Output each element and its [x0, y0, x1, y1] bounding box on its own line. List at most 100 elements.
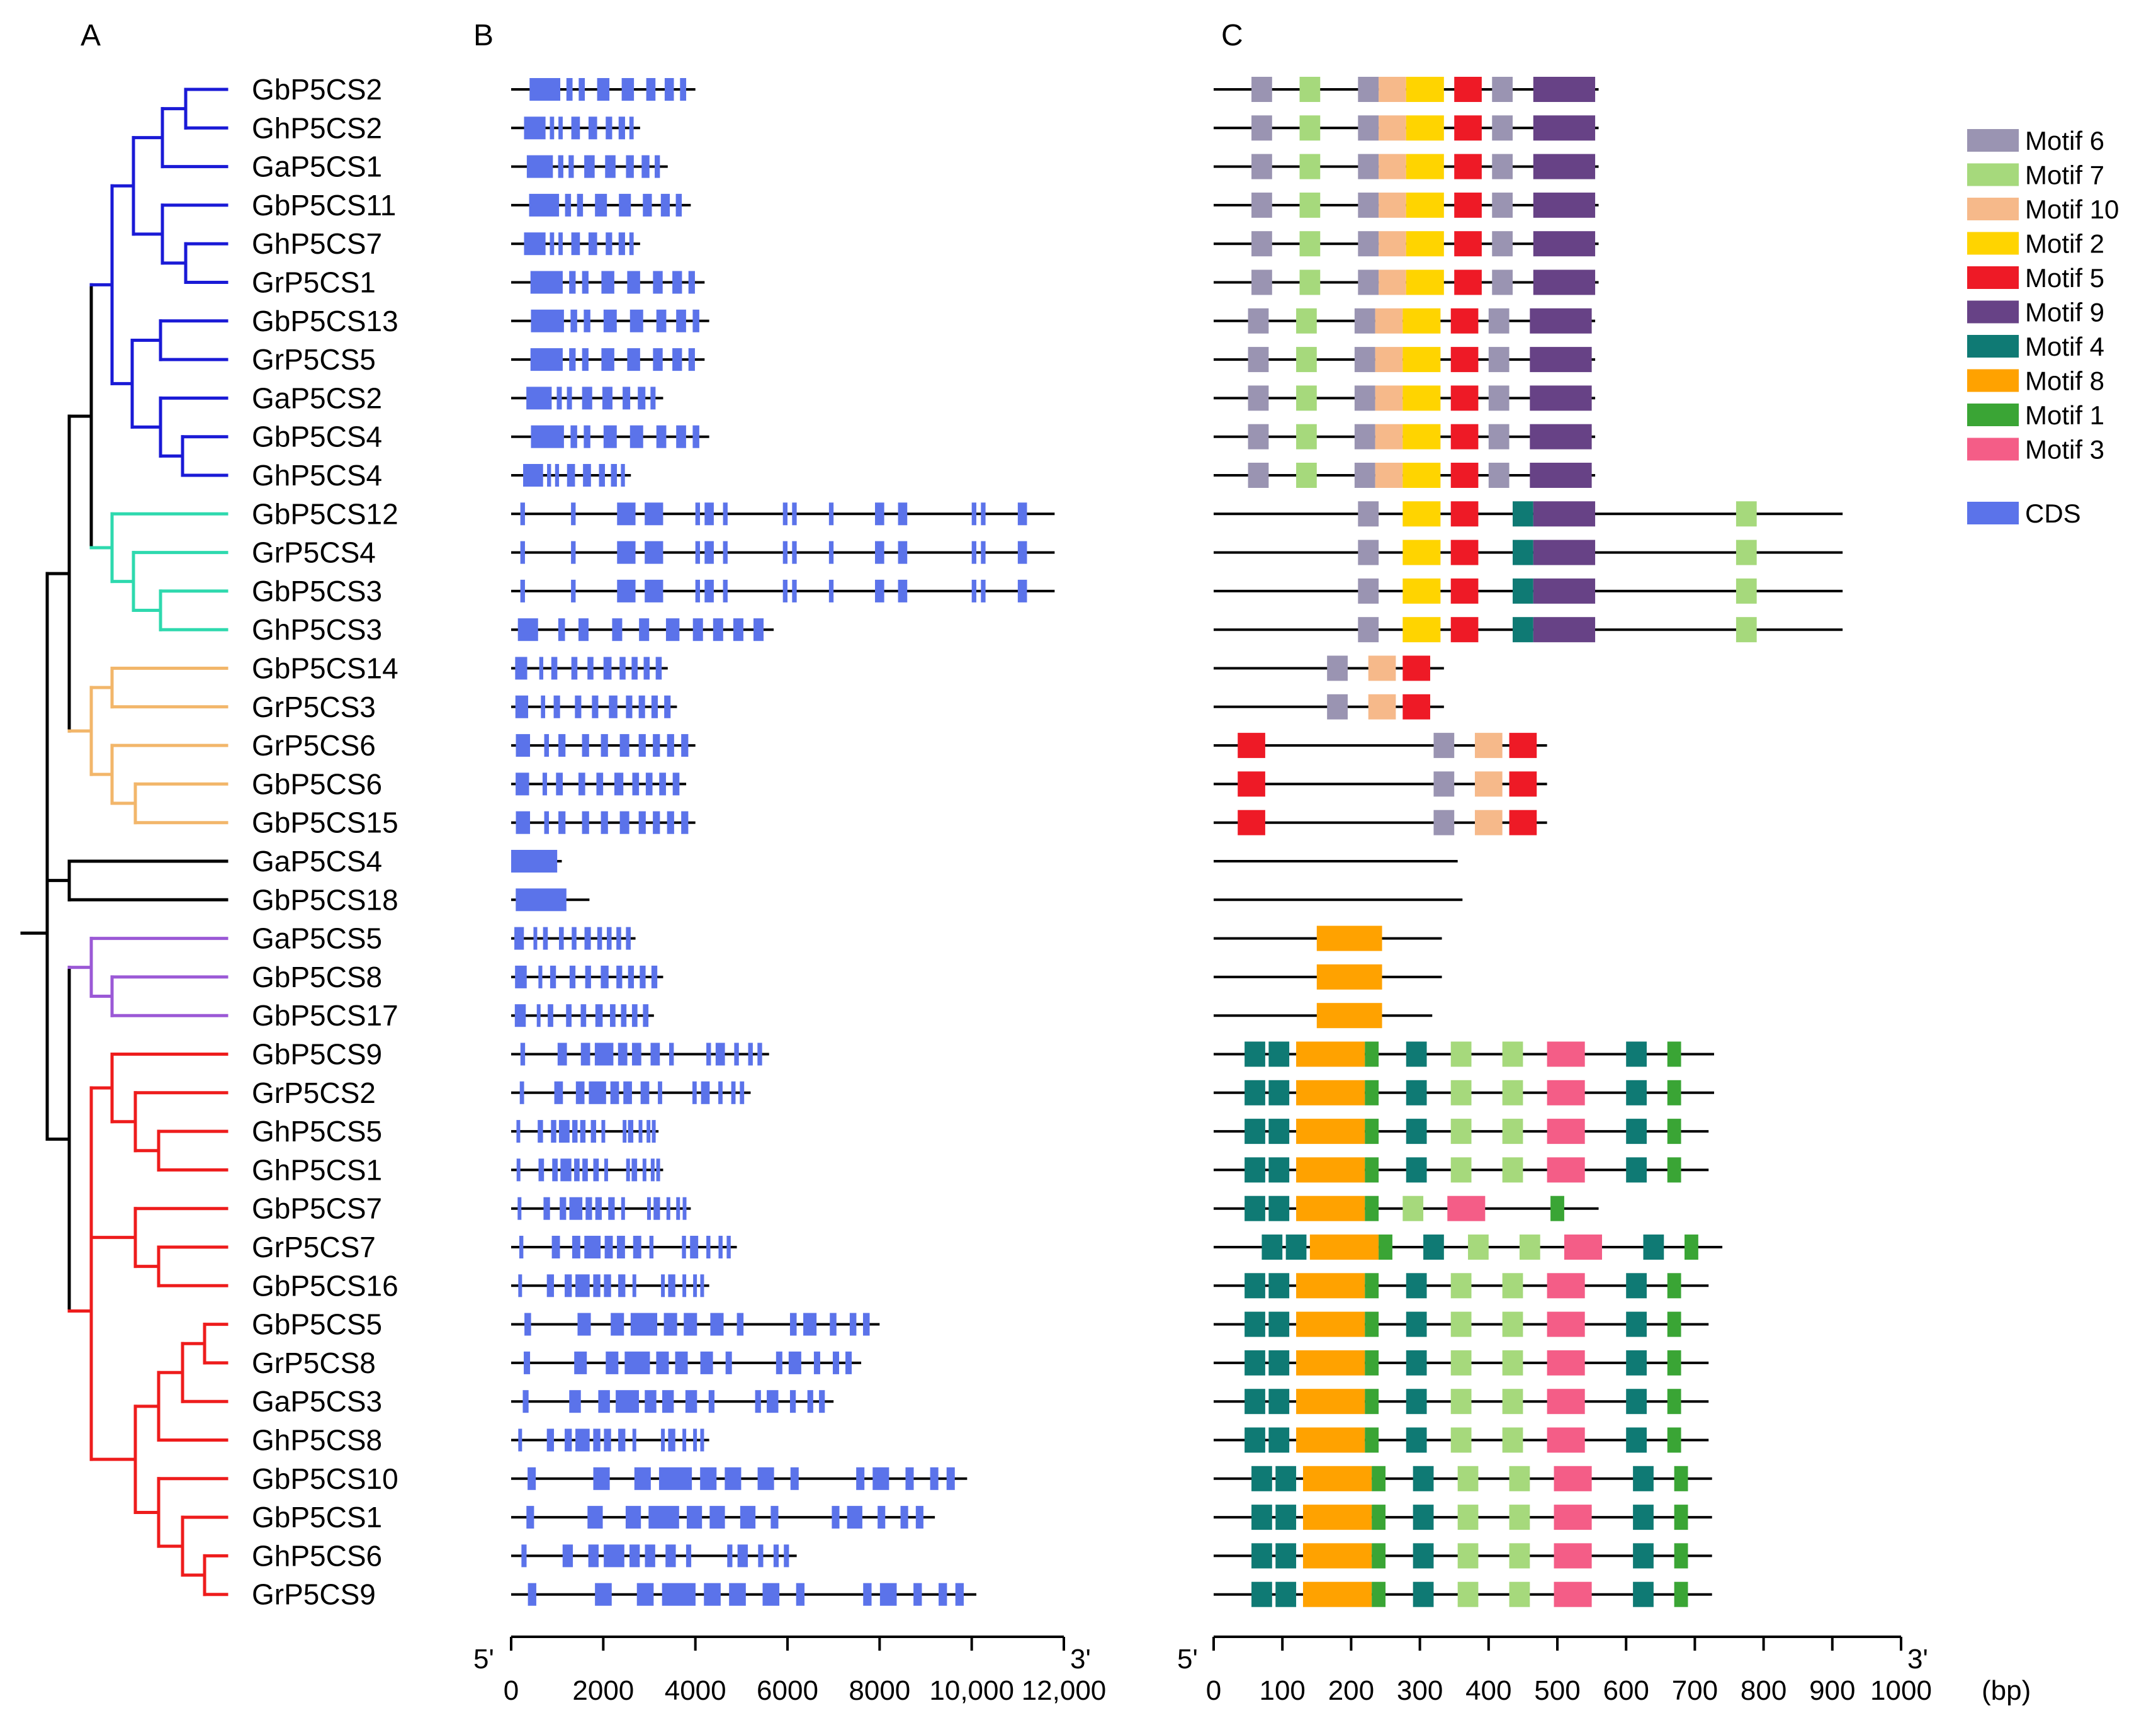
- cds-exon: [725, 1351, 732, 1374]
- cds-exon: [757, 1043, 762, 1066]
- cds-exon: [558, 155, 563, 178]
- cds-exon: [685, 1390, 697, 1413]
- motif-4-box: [1244, 1350, 1265, 1376]
- cds-exon: [582, 387, 592, 410]
- legend-swatch-8: [1967, 369, 2019, 392]
- motif-axis-tick-label: 100: [1259, 1675, 1305, 1706]
- motif-8-box: [1302, 1543, 1372, 1569]
- cds-exon: [643, 1004, 649, 1027]
- motif-4-box: [1626, 1311, 1647, 1337]
- motif-4-box: [1268, 1427, 1290, 1453]
- motif-10-box: [1474, 810, 1503, 835]
- cds-exon: [557, 1043, 567, 1066]
- cds-exon: [608, 1197, 615, 1220]
- cds-exon: [511, 850, 558, 873]
- motif-1-box: [1685, 1235, 1698, 1260]
- motif-9-box: [1530, 463, 1592, 488]
- motif-4-box: [1275, 1543, 1297, 1569]
- cds-exon: [638, 387, 646, 410]
- motif-2-box: [1403, 617, 1441, 643]
- legend-swatch-6: [1967, 129, 2019, 152]
- cds-exon: [729, 1583, 746, 1606]
- cds-exon: [572, 1236, 580, 1258]
- motif-5-box: [1403, 655, 1430, 681]
- cds-exon: [624, 1351, 650, 1374]
- gene-label: GrP5CS8: [252, 1347, 376, 1379]
- motif-2-box: [1406, 269, 1444, 295]
- gene-label: GaP5CS3: [252, 1385, 382, 1418]
- cds-exon: [543, 1197, 550, 1220]
- cds-exon: [847, 1506, 862, 1529]
- motif-8-box: [1296, 1157, 1365, 1183]
- cds-exon: [665, 618, 680, 641]
- motif-7-box: [1457, 1543, 1479, 1569]
- cds-exon: [628, 965, 635, 988]
- cds-exon: [656, 1158, 660, 1182]
- cds-exon: [551, 657, 558, 680]
- gene-labels: GbP5CS2 GhP5CS2 GaP5CS1 GbP5CS11 GhP5CS7 GrP5…: [252, 73, 398, 1611]
- cds-exon: [553, 695, 560, 718]
- motif-8-box: [1309, 1235, 1379, 1260]
- motif-10-box: [1375, 385, 1403, 411]
- motif-1-box: [1372, 1466, 1386, 1491]
- motif-4-box: [1626, 1041, 1647, 1067]
- cds-exon: [695, 579, 700, 602]
- motif-6-box: [1327, 694, 1348, 720]
- cds-exon: [692, 618, 703, 641]
- cds-exon: [570, 309, 577, 332]
- motif-3-box: [1554, 1581, 1592, 1607]
- cds-exon: [767, 1390, 779, 1413]
- cds-exon: [569, 1390, 581, 1413]
- motif-8-box: [1296, 1311, 1365, 1337]
- motif-4-box: [1513, 617, 1533, 643]
- cds-exon: [661, 1428, 665, 1452]
- motif-1-box: [1667, 1041, 1681, 1067]
- cds-exon: [594, 1043, 614, 1066]
- motif-7-box: [1299, 77, 1321, 102]
- cds-exon: [875, 579, 884, 602]
- cds-exon: [704, 579, 714, 602]
- cds-exon: [653, 271, 663, 294]
- cds-exon: [558, 811, 566, 834]
- motif-5-box: [1450, 501, 1479, 527]
- cds-exon: [524, 232, 546, 256]
- cds-exon: [523, 464, 543, 487]
- gene-label: GbP5CS2: [252, 73, 382, 106]
- cds-exon: [645, 502, 663, 526]
- cds-exon: [618, 232, 625, 256]
- cds-exon: [700, 1351, 713, 1374]
- gene-label: GhP5CS8: [252, 1424, 382, 1457]
- motif-2-box: [1406, 192, 1444, 218]
- cds-exon: [604, 1274, 611, 1297]
- motif-4-box: [1244, 1311, 1265, 1337]
- cds-exon: [667, 811, 674, 834]
- motif-4-box: [1244, 1273, 1265, 1299]
- cds-exon: [792, 579, 797, 602]
- cds-exon: [605, 155, 616, 178]
- motif-1-box: [1365, 1041, 1379, 1067]
- motif-3-box: [1547, 1119, 1585, 1144]
- cds-exon: [595, 193, 607, 217]
- cds-exon: [566, 78, 573, 101]
- legend-swatch-5: [1967, 266, 2019, 289]
- cds-exon: [556, 387, 562, 410]
- cds-exon: [981, 502, 986, 526]
- motif-7-box: [1736, 617, 1757, 643]
- gene-label: GrP5CS2: [252, 1077, 376, 1109]
- motif-6-box: [1248, 385, 1269, 411]
- cds-exon: [592, 695, 599, 718]
- motif-6-box: [1492, 115, 1513, 141]
- motif-4-box: [1244, 1041, 1265, 1067]
- cds-exon: [708, 1390, 714, 1413]
- gene-label: GbP5CS4: [252, 421, 382, 453]
- cds-exon: [875, 541, 884, 564]
- motif-1-box: [1667, 1080, 1681, 1105]
- cds-exon: [572, 927, 577, 950]
- motif-7-box: [1502, 1080, 1523, 1105]
- cds-exon: [550, 232, 555, 256]
- cds-exon: [626, 927, 631, 950]
- cds-exon: [520, 541, 525, 564]
- cds-exon: [686, 1544, 692, 1568]
- cds-exon: [517, 618, 538, 641]
- cds-exon: [638, 811, 646, 834]
